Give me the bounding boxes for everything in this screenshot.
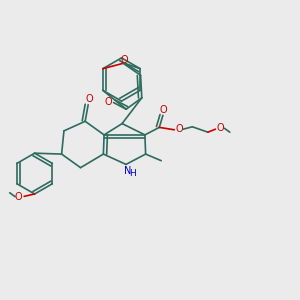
Text: O: O bbox=[15, 192, 22, 202]
Text: O: O bbox=[160, 105, 167, 115]
Text: O: O bbox=[105, 97, 112, 107]
Text: O: O bbox=[216, 123, 224, 133]
Text: N: N bbox=[124, 166, 131, 176]
Text: H: H bbox=[129, 169, 136, 178]
Text: O: O bbox=[86, 94, 94, 104]
Text: O: O bbox=[121, 55, 128, 65]
Text: O: O bbox=[175, 124, 183, 134]
